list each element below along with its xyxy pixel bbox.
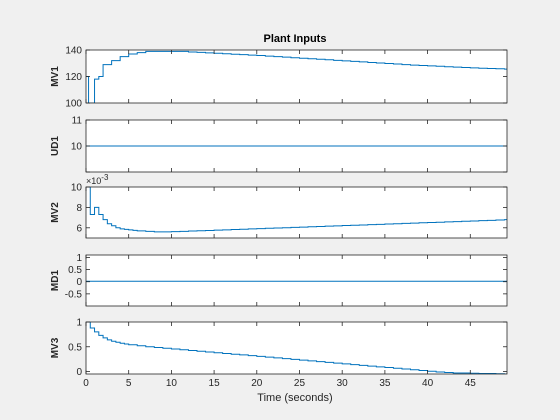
y-axis-label: MD1	[50, 270, 61, 292]
y-tick-label: -0.5	[65, 289, 83, 300]
axes-ud1: 10 11 UD1	[50, 116, 508, 173]
y-tick-label: 0.5	[68, 342, 82, 353]
y-axis-label: MV2	[50, 202, 61, 223]
figure-title: Plant Inputs	[264, 33, 327, 45]
x-tick-label: 20	[251, 378, 263, 389]
y-tick-label: 0	[76, 367, 82, 378]
x-tick-label: 25	[294, 378, 306, 389]
axes-md1: -0.500.51 MD1	[50, 253, 508, 307]
axes-mv3: 0 5 10 15 20 25 30 35 40 45 0 0.5 1 MV3	[50, 318, 508, 389]
y-exponent-power: -3	[101, 173, 109, 182]
axes-box	[85, 321, 508, 375]
x-tick-label: 45	[465, 378, 477, 389]
y-tick-label: 0	[76, 277, 82, 288]
y-tick-label: 100	[65, 99, 82, 110]
plot-area	[86, 187, 507, 238]
x-tick-label: 35	[379, 378, 391, 389]
y-tick-label: 120	[65, 72, 82, 83]
x-axis-label: Time (seconds)	[257, 392, 332, 404]
series-line-mv1	[86, 50, 507, 103]
plot-area	[86, 322, 507, 374]
y-tick-label: 140	[65, 46, 82, 57]
y-tick-label: 8	[76, 203, 82, 214]
axes-container: 100120140MV11011UD16810MV2×10-3-0.500.51…	[50, 46, 508, 389]
y-tick-label: 10	[71, 183, 83, 194]
y-tick-label: 10	[71, 142, 83, 153]
x-tick-label: 0	[83, 378, 89, 389]
axes-mv1: 100 120 140 MV1	[50, 46, 508, 110]
axes-box	[85, 254, 508, 307]
y-tick-label: 1	[76, 318, 82, 329]
x-tick-label: 10	[166, 378, 178, 389]
series-line-mv2	[86, 187, 507, 233]
plot-area	[86, 255, 507, 306]
y-tick-label: 1	[76, 253, 82, 264]
x-tick-label: 30	[337, 378, 349, 389]
y-tick-label: 0.5	[68, 265, 82, 276]
x-tick-label: 40	[422, 378, 434, 389]
plot-area	[86, 50, 507, 103]
y-axis-label: UD1	[50, 136, 61, 156]
y-tick-label: 11	[72, 116, 83, 127]
y-tick-label: 6	[76, 223, 82, 234]
axes-box	[85, 186, 508, 239]
y-axis-label: MV1	[50, 66, 61, 87]
y-axis-label: MV3	[50, 337, 61, 358]
x-tick-label: 15	[209, 378, 221, 389]
x-tick-label: 5	[126, 378, 132, 389]
